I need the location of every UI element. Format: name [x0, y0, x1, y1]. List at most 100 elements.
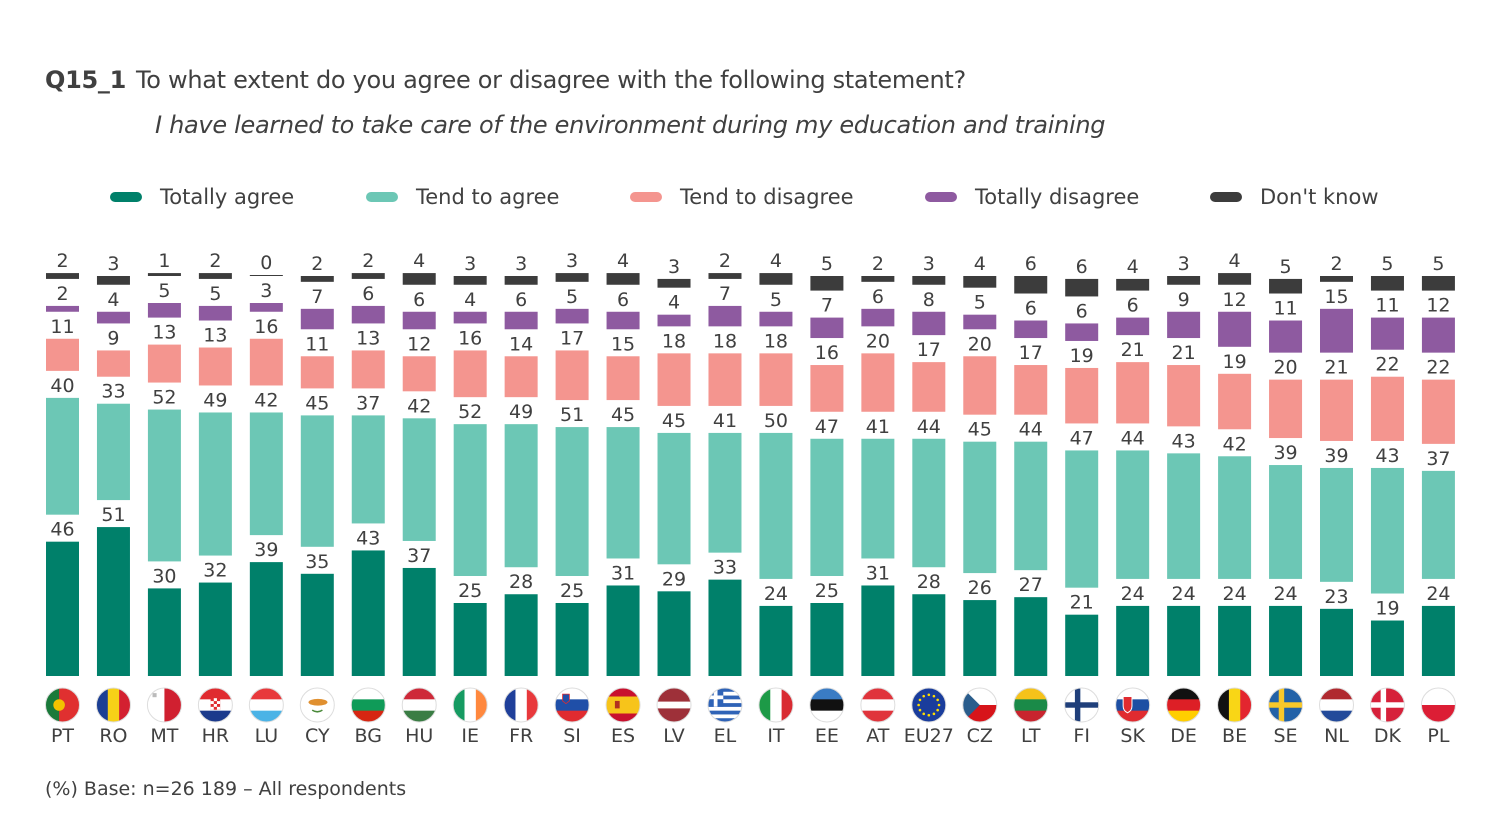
data-label-totally-agree-es: 31 [611, 562, 635, 584]
data-label-tend-to-agree-sk: 44 [1121, 427, 1145, 449]
data-label-tend-to-agree-hu: 42 [407, 395, 431, 417]
bar-group-at: 31 41 20 6 2 AT [860, 253, 896, 747]
data-label-don-t-know-sk: 4 [1127, 256, 1139, 278]
bar-don-t-know-be [1218, 273, 1252, 285]
bar-don-t-know-pl [1421, 276, 1455, 291]
category-label-hr: HR [202, 725, 230, 747]
data-label-tend-to-disagree-se: 20 [1273, 357, 1297, 379]
bar-group-el: 33 41 18 7 2 EL [707, 250, 743, 747]
data-label-totally-agree-lt: 27 [1019, 574, 1043, 596]
bar-tend-to-disagree-lu [249, 338, 283, 386]
bar-tend-to-agree-fi [1065, 450, 1099, 588]
category-label-hu: HU [405, 725, 433, 747]
bar-totally-disagree-pt [46, 305, 79, 312]
flag-finland-icon [1064, 688, 1099, 722]
bar-totally-disagree-pl [1421, 317, 1455, 353]
flag-hungary-icon [402, 688, 437, 722]
bar-tend-to-agree-sk [1116, 450, 1150, 579]
bar-tend-to-disagree-es [606, 356, 640, 401]
flag-slovenia-icon [555, 688, 590, 722]
data-label-totally-agree-ie: 25 [458, 580, 482, 602]
flag-italy-icon [758, 688, 793, 722]
bar-don-t-know-cz [963, 276, 997, 288]
bar-group-ro: 51 33 9 4 3 RO [95, 253, 131, 747]
data-label-totally-agree-at: 31 [866, 562, 890, 584]
data-label-don-t-know-ie: 3 [464, 253, 476, 275]
bar-totally-disagree-nl [1320, 308, 1353, 353]
bar-tend-to-agree-be [1218, 456, 1252, 579]
data-label-don-t-know-mt: 1 [158, 250, 170, 272]
bar-tend-to-agree-ie [453, 424, 487, 576]
data-label-totally-agree-nl: 23 [1324, 586, 1348, 608]
bar-totally-disagree-de [1167, 311, 1201, 339]
bar-tend-to-agree-mt [147, 409, 181, 562]
category-label-ro: RO [99, 725, 127, 747]
data-label-totally-disagree-pt: 2 [56, 283, 68, 305]
bar-tend-to-agree-hu [402, 418, 436, 541]
flag-sweden-icon [1268, 688, 1303, 722]
chart-subtitle: I have learned to take care of the envir… [155, 111, 1106, 139]
data-label-don-t-know-hu: 4 [413, 250, 425, 272]
bar-totally-agree-hu [402, 567, 436, 676]
bar-don-t-know-de [1167, 276, 1201, 285]
bar-totally-disagree-el [708, 305, 742, 327]
bar-tend-to-disagree-mt [147, 344, 181, 383]
data-label-tend-to-agree-cy: 45 [305, 392, 329, 414]
data-label-tend-to-agree-bg: 37 [356, 392, 380, 414]
bar-group-bg: 43 37 13 6 2 BG [350, 250, 386, 747]
bar-tend-to-disagree-ro [96, 350, 130, 377]
data-label-totally-disagree-be: 12 [1222, 289, 1246, 311]
bar-totally-disagree-cy [300, 308, 334, 330]
data-label-tend-to-agree-lv: 45 [662, 410, 686, 432]
data-label-tend-to-agree-fr: 49 [509, 401, 533, 423]
bar-totally-agree-ie [453, 603, 487, 676]
bar-group-eu27: 28 44 17 8 3 EU27 [904, 253, 954, 747]
bar-totally-disagree-hr [198, 305, 232, 321]
data-label-tend-to-disagree-ro: 9 [107, 327, 119, 349]
bar-totally-disagree-eu27 [912, 311, 946, 336]
bar-totally-disagree-se [1269, 320, 1303, 353]
data-label-totally-disagree-de: 9 [1178, 289, 1190, 311]
bar-totally-agree-at [861, 585, 895, 676]
legend-label: Don't know [1260, 185, 1379, 209]
bar-tend-to-agree-it [759, 432, 793, 579]
data-label-don-t-know-hr: 2 [209, 250, 221, 272]
bar-group-nl: 23 39 21 15 2 NL [1319, 253, 1354, 747]
bar-tend-to-disagree-pt [46, 338, 79, 371]
data-label-totally-disagree-es: 6 [617, 289, 629, 311]
legend-swatch-tend-to-agree [366, 192, 398, 202]
data-label-tend-to-disagree-it: 18 [764, 330, 788, 352]
flag-lithuania-icon [1013, 688, 1048, 722]
bar-group-cz: 26 45 20 5 4 CZ [962, 253, 998, 747]
data-label-don-t-know-bg: 2 [362, 250, 374, 272]
data-label-tend-to-agree-el: 41 [713, 410, 737, 432]
data-label-totally-disagree-fr: 6 [515, 289, 527, 311]
bar-totally-agree-fi [1065, 614, 1099, 676]
bar-totally-disagree-fi [1065, 323, 1099, 341]
bar-tend-to-disagree-hr [198, 347, 232, 386]
data-label-totally-disagree-lu: 3 [260, 280, 272, 302]
data-label-don-t-know-el: 2 [719, 250, 731, 272]
flag-croatia-icon [198, 688, 233, 722]
data-label-tend-to-disagree-de: 21 [1172, 342, 1196, 364]
bar-tend-to-agree-ro [96, 403, 130, 501]
bar-tend-to-agree-de [1167, 453, 1201, 579]
data-label-tend-to-disagree-fr: 14 [509, 333, 533, 355]
flag-ireland-icon [453, 688, 488, 722]
bar-group-hu: 37 42 12 6 4 HU [401, 250, 437, 747]
data-label-totally-disagree-mt: 5 [158, 280, 170, 302]
data-label-totally-agree-eu27: 28 [917, 571, 941, 593]
bar-tend-to-disagree-dk [1370, 376, 1404, 441]
bar-totally-disagree-si [555, 308, 589, 324]
bar-totally-disagree-it [759, 311, 793, 327]
bar-group-pt: 46 40 11 2 2 PT [45, 250, 80, 747]
flag-slovakia-icon [1115, 688, 1150, 722]
flag-poland-icon [1421, 688, 1456, 722]
bar-totally-disagree-at [861, 308, 895, 327]
bar-group-dk: 19 43 22 11 5 DK [1369, 253, 1405, 747]
bar-don-t-know-el [708, 273, 742, 279]
flag-eu-icon [911, 688, 946, 722]
bar-tend-to-disagree-eu27 [912, 362, 946, 412]
bar-totally-agree-cy [300, 573, 334, 676]
data-label-don-t-know-lu: 0 [260, 252, 272, 274]
